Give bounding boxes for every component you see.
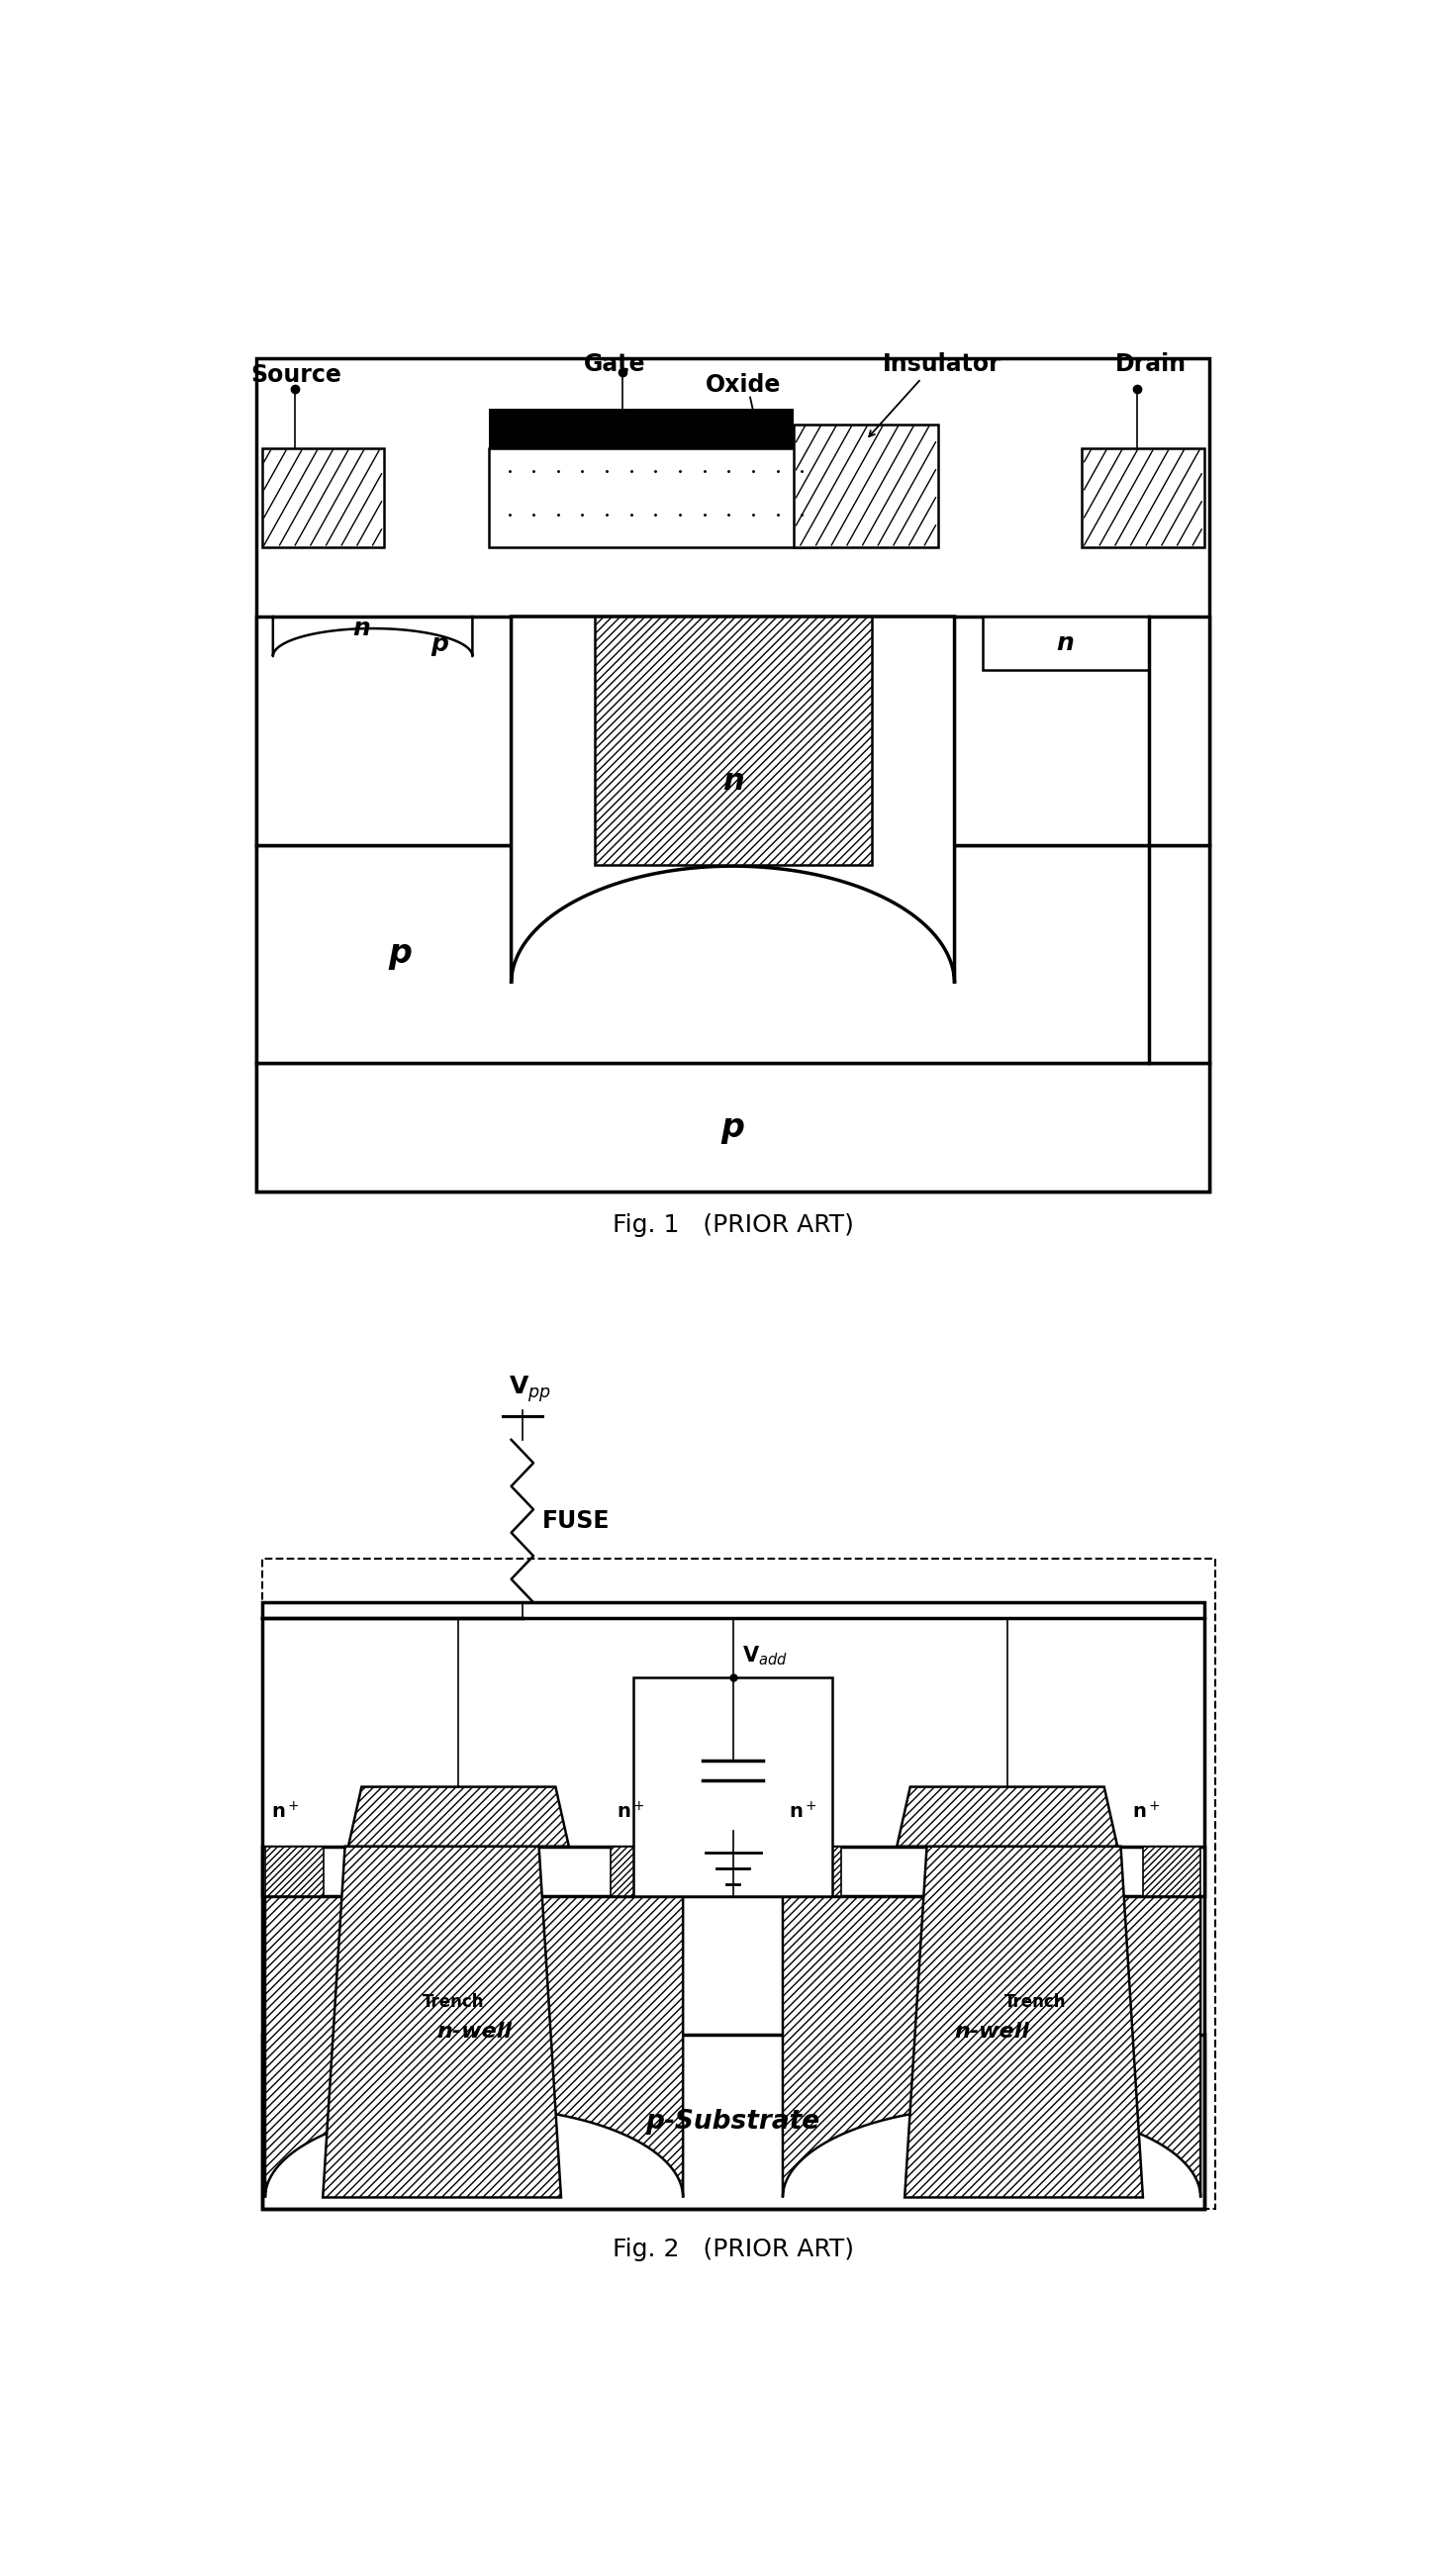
Text: Trench: Trench xyxy=(422,1994,483,2012)
Text: V$_{add}$: V$_{add}$ xyxy=(742,1643,787,1667)
Text: Fig. 1   (PRIOR ART): Fig. 1 (PRIOR ART) xyxy=(612,1213,854,1236)
Text: FUSE: FUSE xyxy=(542,1510,611,1533)
Bar xyxy=(1143,1847,1201,1896)
Bar xyxy=(782,1847,841,1896)
Text: n$^+$: n$^+$ xyxy=(1133,1801,1160,1824)
Text: p: p xyxy=(721,1110,745,1144)
Polygon shape xyxy=(782,1896,1201,2197)
Polygon shape xyxy=(265,1896,684,2197)
Bar xyxy=(256,1064,1210,1193)
Bar xyxy=(633,1677,832,1896)
Polygon shape xyxy=(897,1788,1117,1847)
Text: Gate: Gate xyxy=(583,353,645,376)
Bar xyxy=(794,425,938,546)
Bar xyxy=(256,616,1210,845)
Bar xyxy=(262,2035,1204,2210)
Polygon shape xyxy=(349,1788,569,1847)
Text: n: n xyxy=(722,768,744,796)
Bar xyxy=(265,1847,325,1896)
Text: n$^+$: n$^+$ xyxy=(270,1801,299,1824)
Text: V$_{pp}$: V$_{pp}$ xyxy=(509,1373,552,1404)
Polygon shape xyxy=(512,616,954,984)
Bar xyxy=(489,410,794,448)
Bar xyxy=(262,1847,1204,1896)
Text: n-well: n-well xyxy=(436,2022,512,2043)
Text: Drain: Drain xyxy=(1115,353,1187,376)
Bar xyxy=(611,1847,684,1896)
Text: n: n xyxy=(1057,631,1074,654)
Text: Oxide: Oxide xyxy=(705,374,781,397)
Text: n$^+$: n$^+$ xyxy=(616,1801,645,1824)
Text: Fig. 2   (PRIOR ART): Fig. 2 (PRIOR ART) xyxy=(612,2236,854,2262)
Text: Trench: Trench xyxy=(1004,1994,1065,2012)
Text: n$^+$: n$^+$ xyxy=(788,1801,817,1824)
Text: Source: Source xyxy=(250,363,342,386)
Polygon shape xyxy=(323,1847,561,2197)
Bar xyxy=(262,1602,1204,2210)
Bar xyxy=(256,358,1210,1193)
Text: p: p xyxy=(389,938,412,971)
Bar xyxy=(489,448,817,546)
Bar xyxy=(1083,448,1204,546)
Text: Insulator: Insulator xyxy=(882,353,1001,376)
Text: p-Substrate: p-Substrate xyxy=(646,2110,819,2136)
Bar xyxy=(982,616,1148,670)
Bar xyxy=(262,448,383,546)
Bar xyxy=(262,1558,1216,2210)
Bar xyxy=(256,845,1210,1064)
Text: n-well: n-well xyxy=(954,2022,1030,2043)
Polygon shape xyxy=(905,1847,1143,2197)
Bar xyxy=(595,616,871,866)
Text: n: n xyxy=(353,616,370,641)
Text: p: p xyxy=(430,634,448,657)
